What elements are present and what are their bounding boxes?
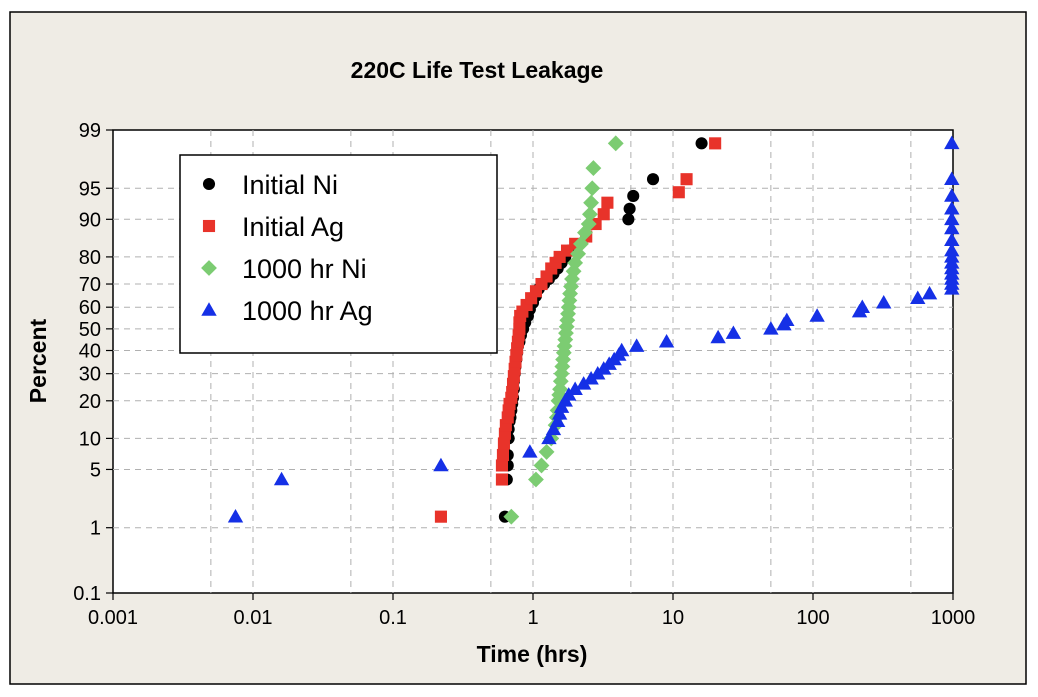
- y-tick-label: 99: [79, 120, 101, 142]
- grid-lines: [113, 130, 953, 593]
- data-point: [944, 211, 960, 226]
- data-point: [695, 137, 708, 150]
- data-point: [497, 437, 510, 450]
- data-point: [538, 443, 555, 460]
- series-triangle-points: [227, 135, 960, 523]
- data-point: [597, 208, 610, 221]
- data-point: [503, 508, 520, 525]
- legend-marker: [202, 219, 216, 233]
- data-point: [709, 137, 722, 150]
- legend-label: Initial Ni: [242, 170, 338, 200]
- y-tick-label: 0.1: [73, 583, 101, 605]
- y-axis-title: Percent: [25, 318, 51, 403]
- data-point: [910, 290, 926, 304]
- data-point: [496, 448, 509, 462]
- data-point: [522, 444, 538, 458]
- legend-label: Initial Ag: [242, 212, 344, 242]
- x-tick-label: 100: [796, 607, 829, 629]
- legend-marker: [201, 260, 217, 276]
- data-point: [944, 135, 960, 150]
- data-point: [944, 242, 960, 257]
- data-point: [921, 285, 938, 300]
- legend-box: [179, 154, 498, 354]
- data-point: [580, 216, 597, 232]
- data-point: [584, 180, 601, 197]
- data-point: [854, 299, 871, 313]
- data-point: [549, 413, 566, 427]
- y-tick-label: 95: [79, 178, 101, 200]
- data-point: [944, 232, 960, 247]
- x-tick-label: 1000: [931, 607, 976, 629]
- data-point: [607, 135, 624, 152]
- legend: Initial Ni Initial Ag 1000 hr Ni 1000 hr Ag: [179, 154, 498, 354]
- data-point: [623, 202, 636, 215]
- data-point: [627, 189, 640, 203]
- x-tick-label: 10: [662, 607, 684, 629]
- data-point: [672, 186, 685, 199]
- data-point: [944, 188, 960, 202]
- legend-marker: [201, 302, 217, 316]
- data-point: [567, 381, 583, 396]
- data-point: [613, 342, 630, 357]
- data-point: [581, 206, 598, 223]
- legend-label: 1000 hr Ni: [242, 254, 367, 284]
- data-point: [710, 329, 726, 344]
- data-point: [227, 508, 244, 523]
- x-axis-title: Time (hrs): [477, 641, 588, 667]
- x-tick-label: 0.1: [379, 607, 407, 629]
- data-point: [533, 457, 550, 474]
- data-point: [876, 295, 892, 309]
- data-point: [779, 312, 795, 327]
- y-tick-label: 80: [79, 247, 101, 269]
- data-point: [944, 201, 960, 215]
- x-tick-label: 0.001: [88, 607, 138, 629]
- data-point: [601, 196, 614, 209]
- data-point: [273, 471, 290, 486]
- data-point: [944, 171, 960, 185]
- y-tick-label: 60: [79, 297, 101, 319]
- data-point: [725, 325, 742, 339]
- x-tick-label: 1: [527, 607, 538, 629]
- legend-marker: [202, 177, 216, 191]
- y-tick-label: 1: [90, 518, 101, 540]
- y-tick-label: 70: [79, 274, 101, 296]
- y-tick-label: 10: [79, 428, 101, 450]
- data-point: [528, 471, 544, 488]
- axes: 0.001 0.01 0.1 1 10 100 1000 0.1 1 5 10 20 304050607…: [73, 120, 975, 629]
- data-point: [573, 235, 589, 252]
- data-point: [763, 321, 779, 335]
- data-point: [575, 376, 592, 390]
- data-point: [658, 334, 675, 348]
- y-tick-label: 50: [79, 319, 101, 341]
- y-tick-label: 5: [90, 459, 101, 481]
- legend-label: 1000 hr Ag: [242, 296, 373, 326]
- data-point: [434, 510, 447, 523]
- data-point: [551, 406, 568, 420]
- data-point: [433, 457, 449, 472]
- data-point: [585, 160, 602, 177]
- y-tick-label: 40: [79, 341, 101, 363]
- y-tick-label: 30: [79, 364, 101, 386]
- data-point: [552, 381, 568, 398]
- data-points: [227, 135, 960, 525]
- data-point: [495, 473, 508, 486]
- data-point: [944, 220, 960, 235]
- y-tick-label: 90: [79, 209, 101, 231]
- data-point: [563, 278, 579, 295]
- chart-title: 220C Life Test Leakage: [351, 57, 604, 83]
- data-point: [495, 459, 508, 472]
- data-point: [541, 430, 557, 445]
- data-point: [646, 173, 660, 186]
- data-point: [622, 213, 635, 226]
- data-point: [680, 173, 693, 186]
- data-point: [583, 194, 600, 211]
- data-point: [545, 421, 562, 436]
- x-tick-label: 0.01: [234, 607, 273, 629]
- y-tick-label: 20: [79, 391, 101, 413]
- data-point: [553, 365, 570, 382]
- data-point: [809, 308, 825, 322]
- data-point: [628, 338, 645, 352]
